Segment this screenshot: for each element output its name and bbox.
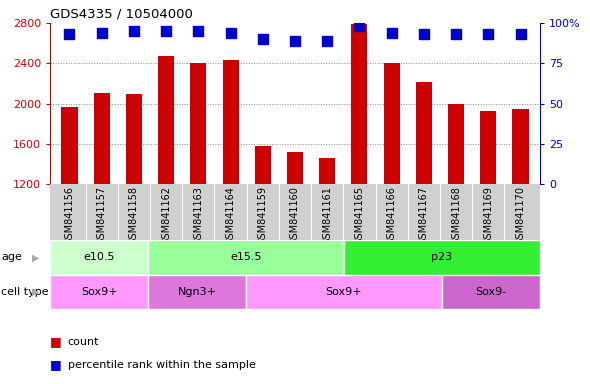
Text: GSM841164: GSM841164 [225, 186, 235, 245]
Text: ■: ■ [50, 358, 62, 371]
Point [355, 23, 364, 29]
Bar [352, 24, 368, 305]
Point [226, 30, 235, 36]
Bar [513, 109, 529, 305]
Text: GSM841158: GSM841158 [129, 186, 139, 245]
Text: GSM841157: GSM841157 [97, 186, 107, 245]
Bar [319, 158, 335, 305]
Bar [50, 275, 148, 309]
Point [258, 36, 267, 42]
Point [516, 31, 525, 37]
Bar [442, 275, 540, 309]
Text: cell type: cell type [1, 287, 49, 297]
Text: ▶: ▶ [32, 252, 39, 262]
Text: GSM841161: GSM841161 [322, 186, 332, 245]
Bar [255, 146, 271, 305]
Text: GSM841162: GSM841162 [161, 186, 171, 245]
Bar [246, 275, 442, 309]
Bar [480, 111, 496, 305]
Point [97, 30, 106, 36]
Point [290, 38, 300, 44]
Bar [287, 152, 303, 305]
Text: Sox9+: Sox9+ [326, 287, 362, 297]
Bar [416, 81, 432, 305]
Text: age: age [1, 252, 22, 262]
Text: GSM841168: GSM841168 [451, 186, 461, 245]
Text: Ngn3+: Ngn3+ [178, 287, 217, 297]
Bar [191, 63, 206, 305]
Text: GSM841167: GSM841167 [419, 186, 429, 245]
Text: GSM841169: GSM841169 [483, 186, 493, 245]
Text: e15.5: e15.5 [230, 252, 262, 262]
Text: GSM841159: GSM841159 [258, 186, 268, 245]
Text: GSM841165: GSM841165 [355, 186, 365, 245]
Text: Sox9+: Sox9+ [81, 287, 117, 297]
Bar [148, 275, 246, 309]
Text: GSM841163: GSM841163 [194, 186, 204, 245]
Point [484, 31, 493, 37]
Text: Sox9-: Sox9- [476, 287, 506, 297]
Point [129, 28, 139, 34]
Point [451, 31, 461, 37]
Bar [158, 56, 174, 305]
Text: GSM841166: GSM841166 [386, 186, 396, 245]
Point [323, 38, 332, 44]
Bar [344, 240, 540, 275]
Text: count: count [68, 337, 99, 347]
Text: GSM841170: GSM841170 [516, 186, 526, 245]
Point [387, 30, 396, 36]
Bar [148, 240, 344, 275]
Text: ▶: ▶ [32, 287, 39, 297]
Bar [94, 93, 110, 305]
Text: GSM841160: GSM841160 [290, 186, 300, 245]
Point [65, 31, 74, 37]
Text: p23: p23 [431, 252, 453, 262]
Bar [61, 107, 77, 305]
Text: ■: ■ [50, 335, 62, 348]
Point [419, 31, 428, 37]
Text: e10.5: e10.5 [83, 252, 115, 262]
Bar [448, 104, 464, 305]
Bar [126, 94, 142, 305]
Text: GDS4335 / 10504000: GDS4335 / 10504000 [50, 7, 193, 20]
Point [194, 28, 203, 34]
Point [162, 28, 171, 34]
Text: GSM841156: GSM841156 [64, 186, 74, 245]
Bar [50, 240, 148, 275]
Bar [384, 63, 399, 305]
Bar [222, 60, 238, 305]
Text: percentile rank within the sample: percentile rank within the sample [68, 360, 255, 370]
